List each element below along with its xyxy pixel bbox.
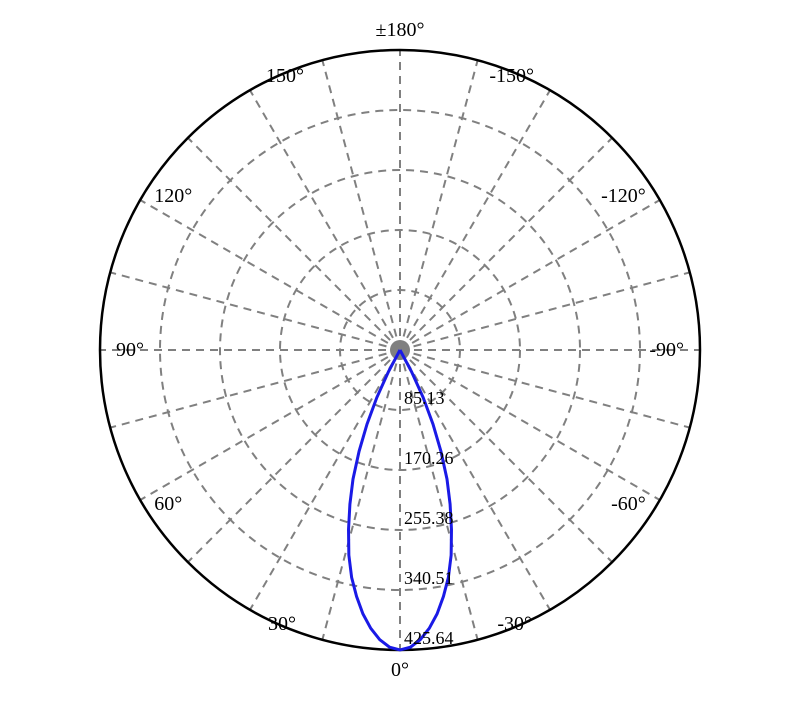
grid-spoke xyxy=(110,272,400,350)
grid-spoke xyxy=(322,350,400,640)
radial-labels: 85.13 170.26 255.38 340.51 425.64 xyxy=(404,388,454,648)
angle-tick-label: 90° xyxy=(116,339,144,361)
grid-spoke xyxy=(110,350,400,428)
grid-spoke xyxy=(140,350,400,500)
grid-spoke xyxy=(188,350,400,562)
angle-tick-label: -120° xyxy=(601,185,646,207)
grid-spoke xyxy=(188,138,400,350)
angle-tick-label: 0° xyxy=(391,659,409,681)
grid-spoke xyxy=(322,60,400,350)
angle-tick-label: 150° xyxy=(266,65,304,87)
polar-chart: 85.13 170.26 255.38 340.51 425.64 0° 30° 60° 90°… xyxy=(0,0,796,720)
radial-tick-label: 170.26 xyxy=(404,448,454,468)
grid-spoke xyxy=(400,90,550,350)
angle-tick-label: 30° xyxy=(268,613,296,635)
grid-spoke xyxy=(400,200,660,350)
radial-tick-label: 85.13 xyxy=(404,388,445,408)
angle-tick-label: ±180° xyxy=(376,19,425,41)
angle-tick-label: 60° xyxy=(154,493,182,515)
grid-spoke xyxy=(400,272,690,350)
grid-spoke xyxy=(140,200,400,350)
angle-tick-label: -150° xyxy=(489,65,534,87)
grid-spoke xyxy=(250,350,400,610)
radial-tick-label: 255.38 xyxy=(404,508,454,528)
angle-tick-label: -60° xyxy=(611,493,646,515)
angle-tick-label: -30° xyxy=(497,613,532,635)
grid-spoke xyxy=(250,90,400,350)
angle-tick-label: -90° xyxy=(649,339,684,361)
angle-tick-label: 120° xyxy=(154,185,192,207)
grid-spoke xyxy=(400,350,660,500)
radial-tick-label: 340.51 xyxy=(404,568,454,588)
grid-spoke xyxy=(400,60,478,350)
grid-spoke xyxy=(400,138,612,350)
radial-tick-label: 425.64 xyxy=(404,628,454,648)
